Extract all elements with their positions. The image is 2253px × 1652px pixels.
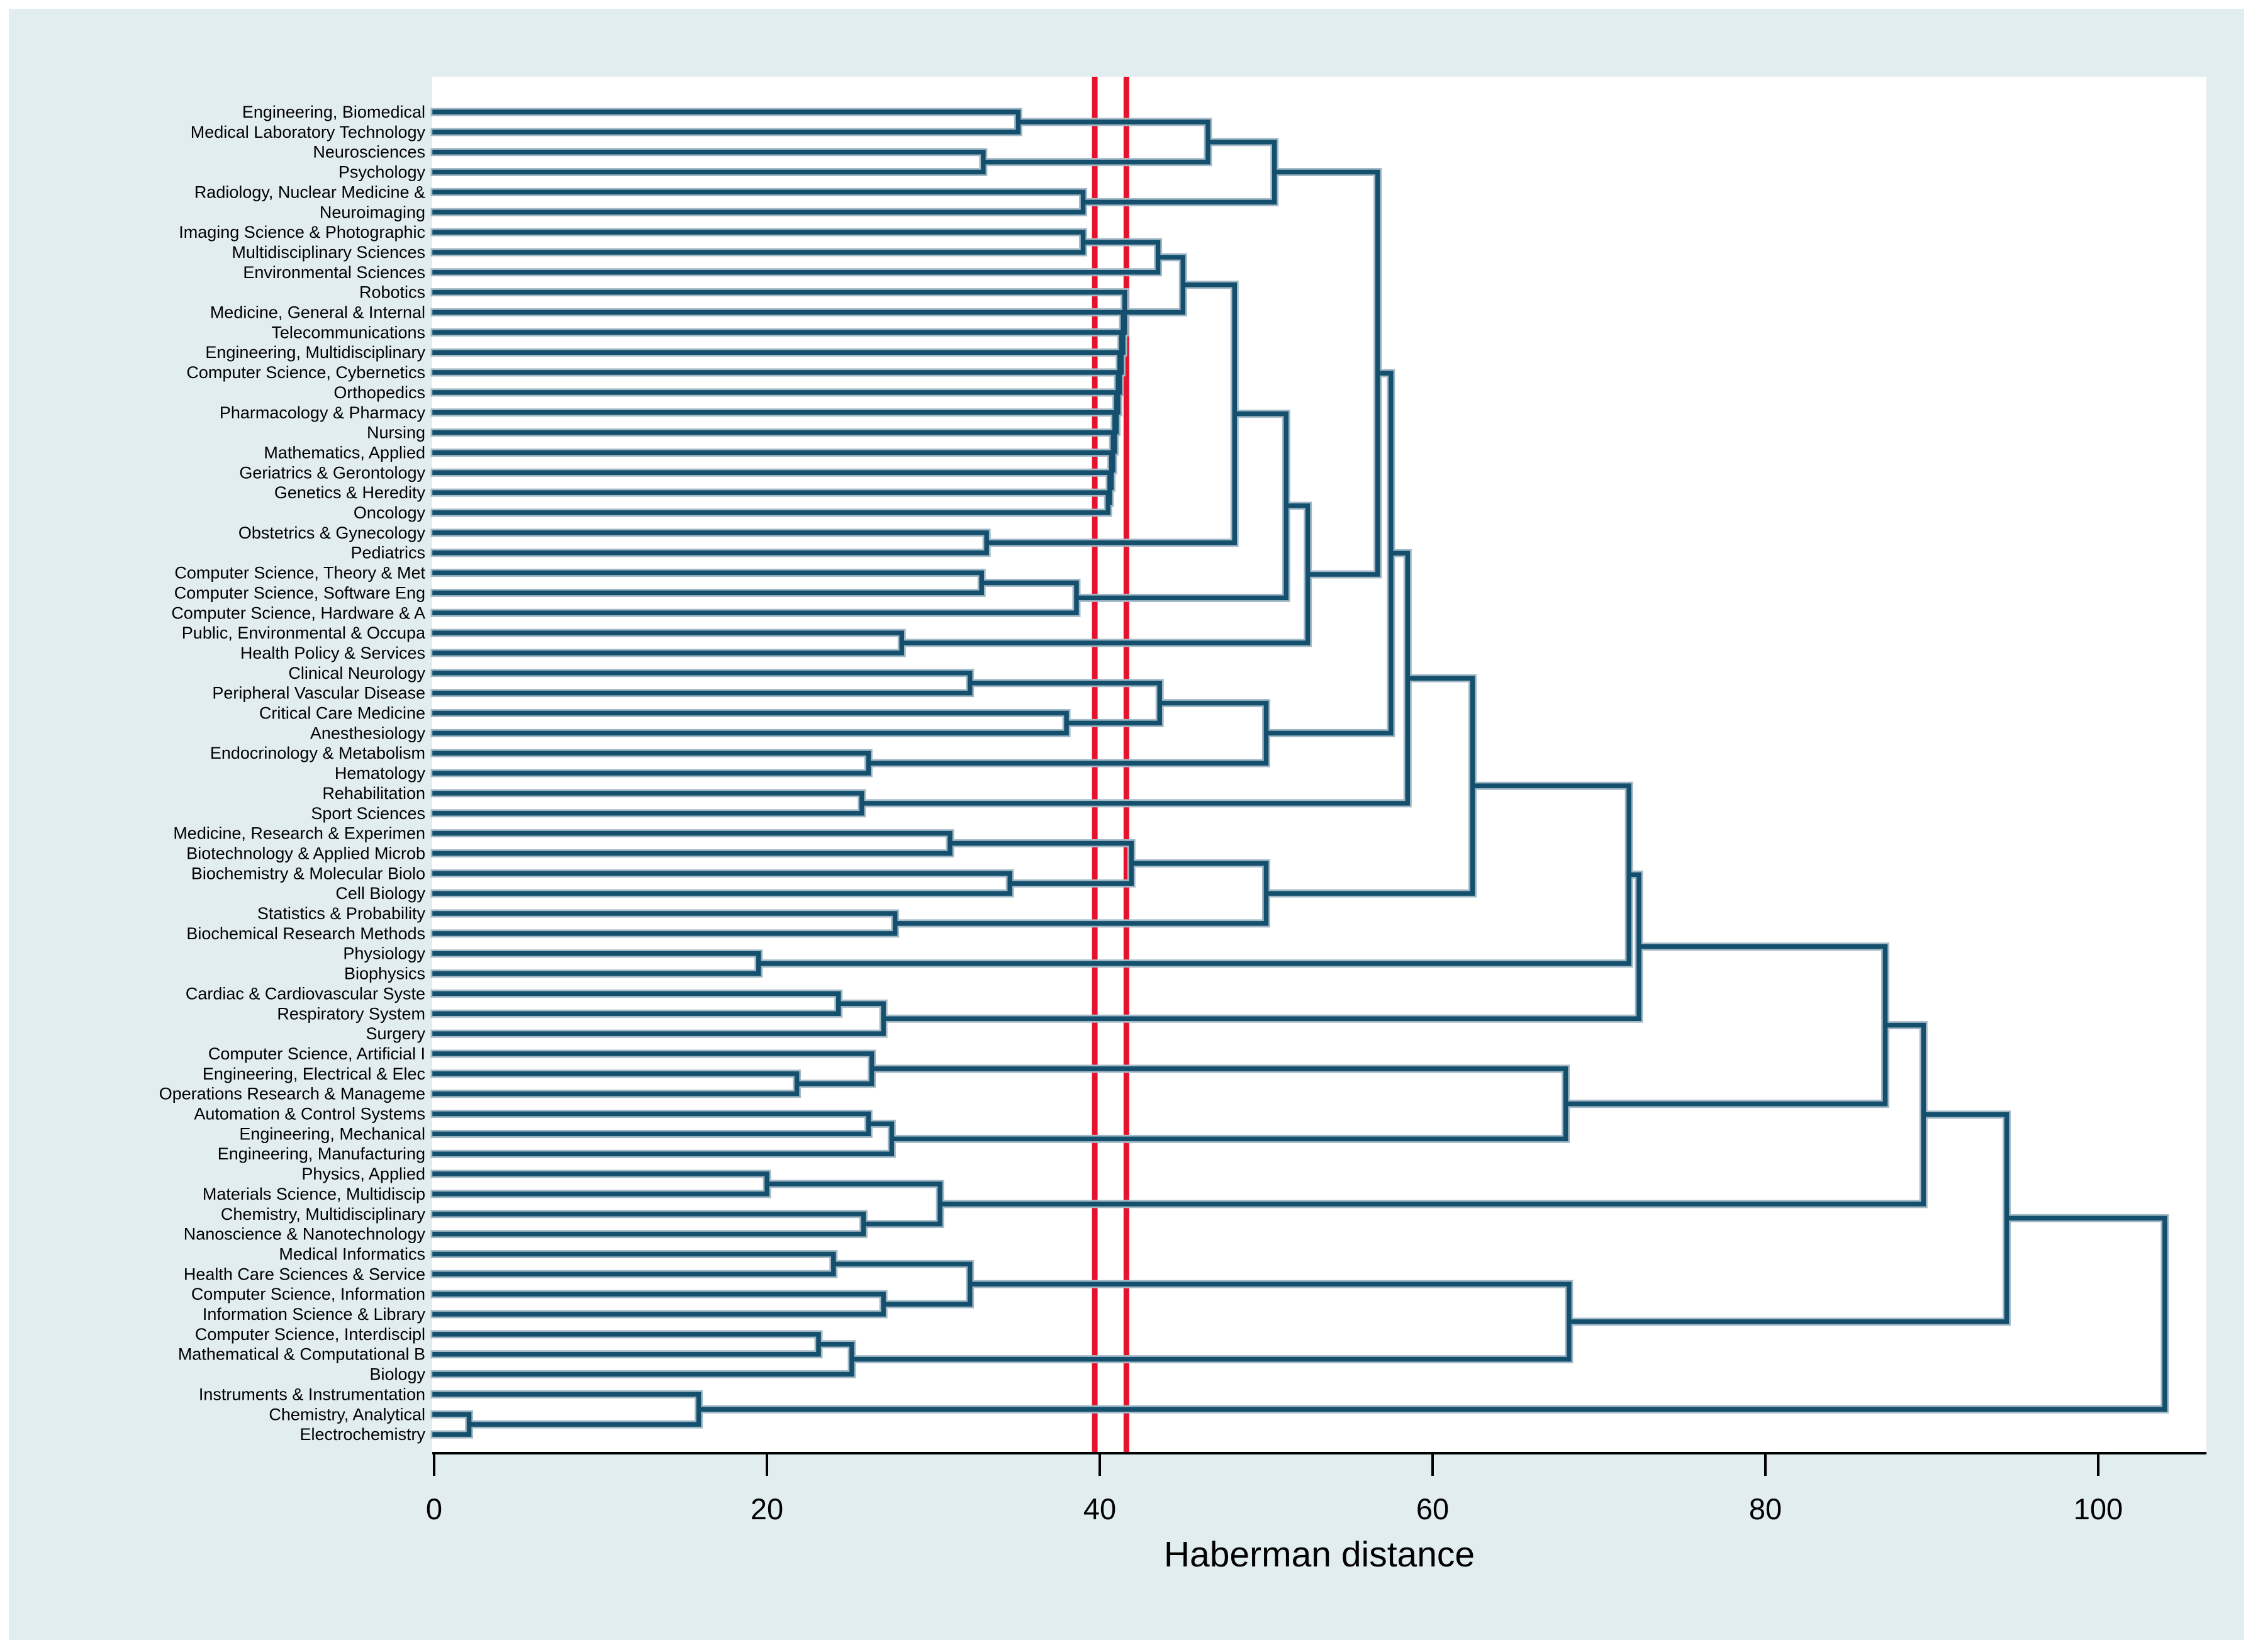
leaf-label: Cardiac & Cardiovascular Syste — [186, 984, 425, 1003]
leaf-label: Engineering, Multidisciplinary — [205, 343, 425, 362]
x-tick-label: 40 — [1083, 1492, 1116, 1526]
leaf-label: Automation & Control Systems — [194, 1105, 425, 1124]
leaf-label: Medical Informatics — [279, 1244, 425, 1263]
leaf-label: Psychology — [338, 163, 426, 182]
leaf-label: Cell Biology — [335, 884, 425, 903]
leaf-label: Telecommunications — [271, 323, 425, 342]
leaf-label: Computer Science, Theory & Met — [174, 564, 425, 583]
leaf-label: Physiology — [343, 944, 425, 963]
leaf-label: Geriatrics & Gerontology — [239, 463, 425, 482]
leaf-label: Biophysics — [344, 964, 425, 983]
leaf-label: Biochemical Research Methods — [186, 924, 425, 943]
x-axis-title: Haberman distance — [1164, 1534, 1475, 1575]
leaf-label: Nursing — [367, 423, 425, 442]
leaf-label: Chemistry, Analytical — [269, 1405, 425, 1424]
leaf-label: Medicine, General & Internal — [210, 303, 425, 322]
leaf-label: Critical Care Medicine — [259, 704, 425, 723]
leaf-label: Computer Science, Hardware & A — [171, 603, 425, 622]
leaf-label: Engineering, Manufacturing — [218, 1144, 425, 1163]
leaf-label: Computer Science, Software Eng — [174, 583, 425, 602]
leaf-label: Computer Science, Information — [191, 1285, 425, 1303]
leaf-label: Computer Science, Cybernetics — [186, 363, 425, 382]
leaf-label: Surgery — [366, 1024, 425, 1043]
leaf-label: Engineering, Biomedical — [242, 103, 425, 121]
leaf-label: Biology — [369, 1365, 425, 1384]
leaf-label: Hematology — [335, 764, 426, 783]
leaf-label: Health Care Sciences & Service — [184, 1264, 425, 1283]
leaf-label: Rehabilitation — [322, 784, 425, 803]
leaf-label: Sport Sciences — [311, 804, 425, 823]
dendrogram-tree — [432, 109, 2167, 1437]
leaf-label: Pharmacology & Pharmacy — [220, 403, 426, 422]
leaf-label: Instruments & Instrumentation — [199, 1385, 425, 1404]
leaf-label: Obstetrics & Gynecology — [238, 523, 426, 542]
leaf-label: Statistics & Probability — [257, 904, 426, 923]
leaf-label: Computer Science, Artificial I — [208, 1044, 425, 1063]
leaf-label: Orthopedics — [333, 383, 425, 402]
leaf-label: Public, Environmental & Occupa — [182, 623, 426, 642]
leaf-label: Genetics & Heredity — [274, 483, 426, 502]
leaf-label: Medical Laboratory Technology — [191, 123, 426, 142]
leaf-label: Robotics — [359, 283, 425, 302]
leaf-label: Peripheral Vascular Disease — [212, 684, 425, 703]
leaf-label: Radiology, Nuclear Medicine & — [194, 182, 425, 201]
leaf-label: Neurosciences — [313, 143, 425, 162]
leaf-label: Respiratory System — [277, 1004, 425, 1023]
x-tick-label: 100 — [2074, 1492, 2123, 1526]
plot-area — [432, 77, 2206, 1453]
leaf-label: Engineering, Mechanical — [239, 1124, 425, 1143]
leaf-label: Chemistry, Multidisciplinary — [221, 1205, 426, 1224]
leaf-label: Engineering, Electrical & Elec — [203, 1064, 425, 1083]
x-tick-label: 80 — [1749, 1492, 1782, 1526]
leaf-label: Nanoscience & Nanotechnology — [184, 1225, 426, 1244]
leaf-label: Anesthesiology — [310, 723, 426, 742]
leaf-label: Information Science & Library — [203, 1305, 426, 1324]
leaf-label: Health Policy & Services — [240, 644, 425, 662]
x-tick-label: 0 — [426, 1492, 442, 1526]
leaf-label: Oncology — [354, 503, 426, 522]
x-tick-label: 20 — [751, 1492, 783, 1526]
leaf-label: Environmental Sciences — [243, 263, 425, 282]
leaf-label: Physics, Applied — [301, 1164, 425, 1183]
leaf-label: Mathematics, Applied — [264, 443, 425, 462]
x-tick-label: 60 — [1416, 1492, 1449, 1526]
leaf-label: Operations Research & Manageme — [159, 1085, 425, 1103]
leaf-label: Computer Science, Interdiscipl — [195, 1325, 425, 1344]
leaf-label: Imaging Science & Photographic — [179, 223, 425, 242]
leaf-label: Neuroimaging — [320, 203, 425, 221]
leaf-label: Endocrinology & Metabolism — [210, 744, 425, 762]
leaf-label: Clinical Neurology — [288, 664, 425, 683]
leaf-label: Multidisciplinary Sciences — [232, 243, 425, 262]
leaf-label: Electrochemistry — [299, 1425, 425, 1444]
leaf-label: Pediatrics — [350, 544, 425, 562]
leaf-label: Medicine, Research & Experimen — [173, 824, 425, 843]
leaf-label: Biotechnology & Applied Microb — [186, 844, 425, 862]
leaf-label: Mathematical & Computational B — [178, 1345, 425, 1364]
leaf-label: Biochemistry & Molecular Biolo — [191, 864, 425, 883]
leaf-label: Materials Science, Multidiscip — [203, 1185, 425, 1203]
